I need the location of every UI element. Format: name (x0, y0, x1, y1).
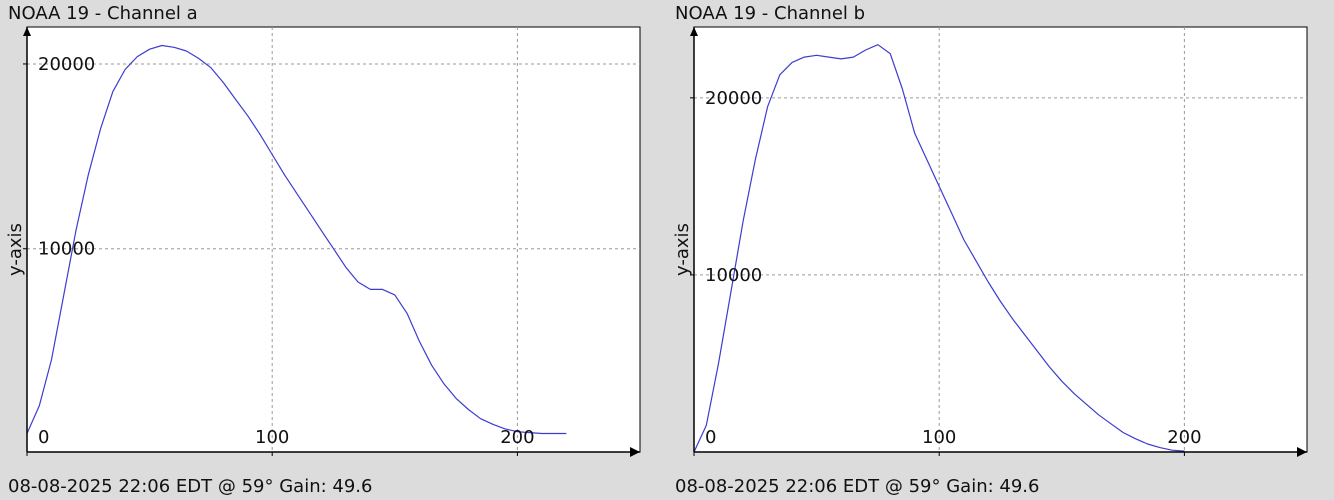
x-tick-label: 100 (255, 427, 289, 448)
x-tick-label: 0 (705, 427, 716, 448)
chart-footer: 08-08-2025 22:06 EDT @ 59° Gain: 49.6 (675, 476, 1040, 497)
y-axis-label: y-axis (5, 223, 26, 276)
x-axis-arrow (1297, 447, 1307, 457)
series-line (26, 44, 567, 435)
y-axis-arrow (690, 27, 698, 36)
chart-title: NOAA 19 - Channel b (675, 3, 866, 24)
chart-panel-channel-a: NOAA 19 - Channel a 0 100 200 10000 20000 y-a… (0, 0, 641, 500)
x-tick-label: 0 (38, 427, 49, 448)
x-axis-arrow (630, 447, 640, 457)
plot-area (26, 26, 641, 453)
series-line (693, 44, 1185, 453)
x-tick-label: 200 (500, 427, 534, 448)
x-tick-label: 100 (922, 427, 956, 448)
y-tick-label: 10000 (38, 239, 95, 260)
x-tick-label: 200 (1167, 427, 1201, 448)
y-tick-label: 10000 (705, 265, 762, 286)
y-tick-label: 20000 (38, 54, 95, 75)
plot-area (693, 26, 1308, 453)
chart-plot-channel-a: 0 100 200 10000 20000 y-axis (5, 26, 641, 457)
y-axis-label: y-axis (672, 223, 693, 276)
chart-title: NOAA 19 - Channel a (8, 3, 198, 24)
chart-footer: 08-08-2025 22:06 EDT @ 59° Gain: 49.6 (8, 476, 373, 497)
y-axis-arrow (23, 27, 31, 36)
chart-plot-channel-b: 0 100 200 10000 20000 y-axis (672, 26, 1308, 457)
chart-panel-channel-b: NOAA 19 - Channel b 0 100 200 10000 20000 y-a… (667, 0, 1308, 500)
y-tick-label: 20000 (705, 88, 762, 109)
